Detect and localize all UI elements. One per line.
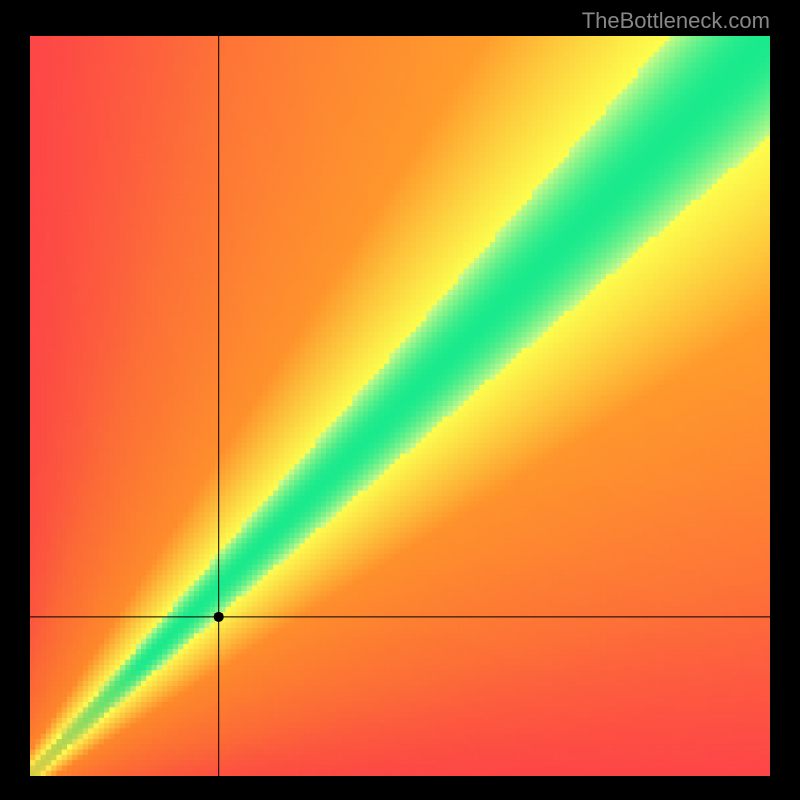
heatmap-canvas: [30, 36, 770, 776]
bottleneck-heatmap-chart: [30, 36, 770, 776]
watermark-text: TheBottleneck.com: [582, 8, 770, 34]
